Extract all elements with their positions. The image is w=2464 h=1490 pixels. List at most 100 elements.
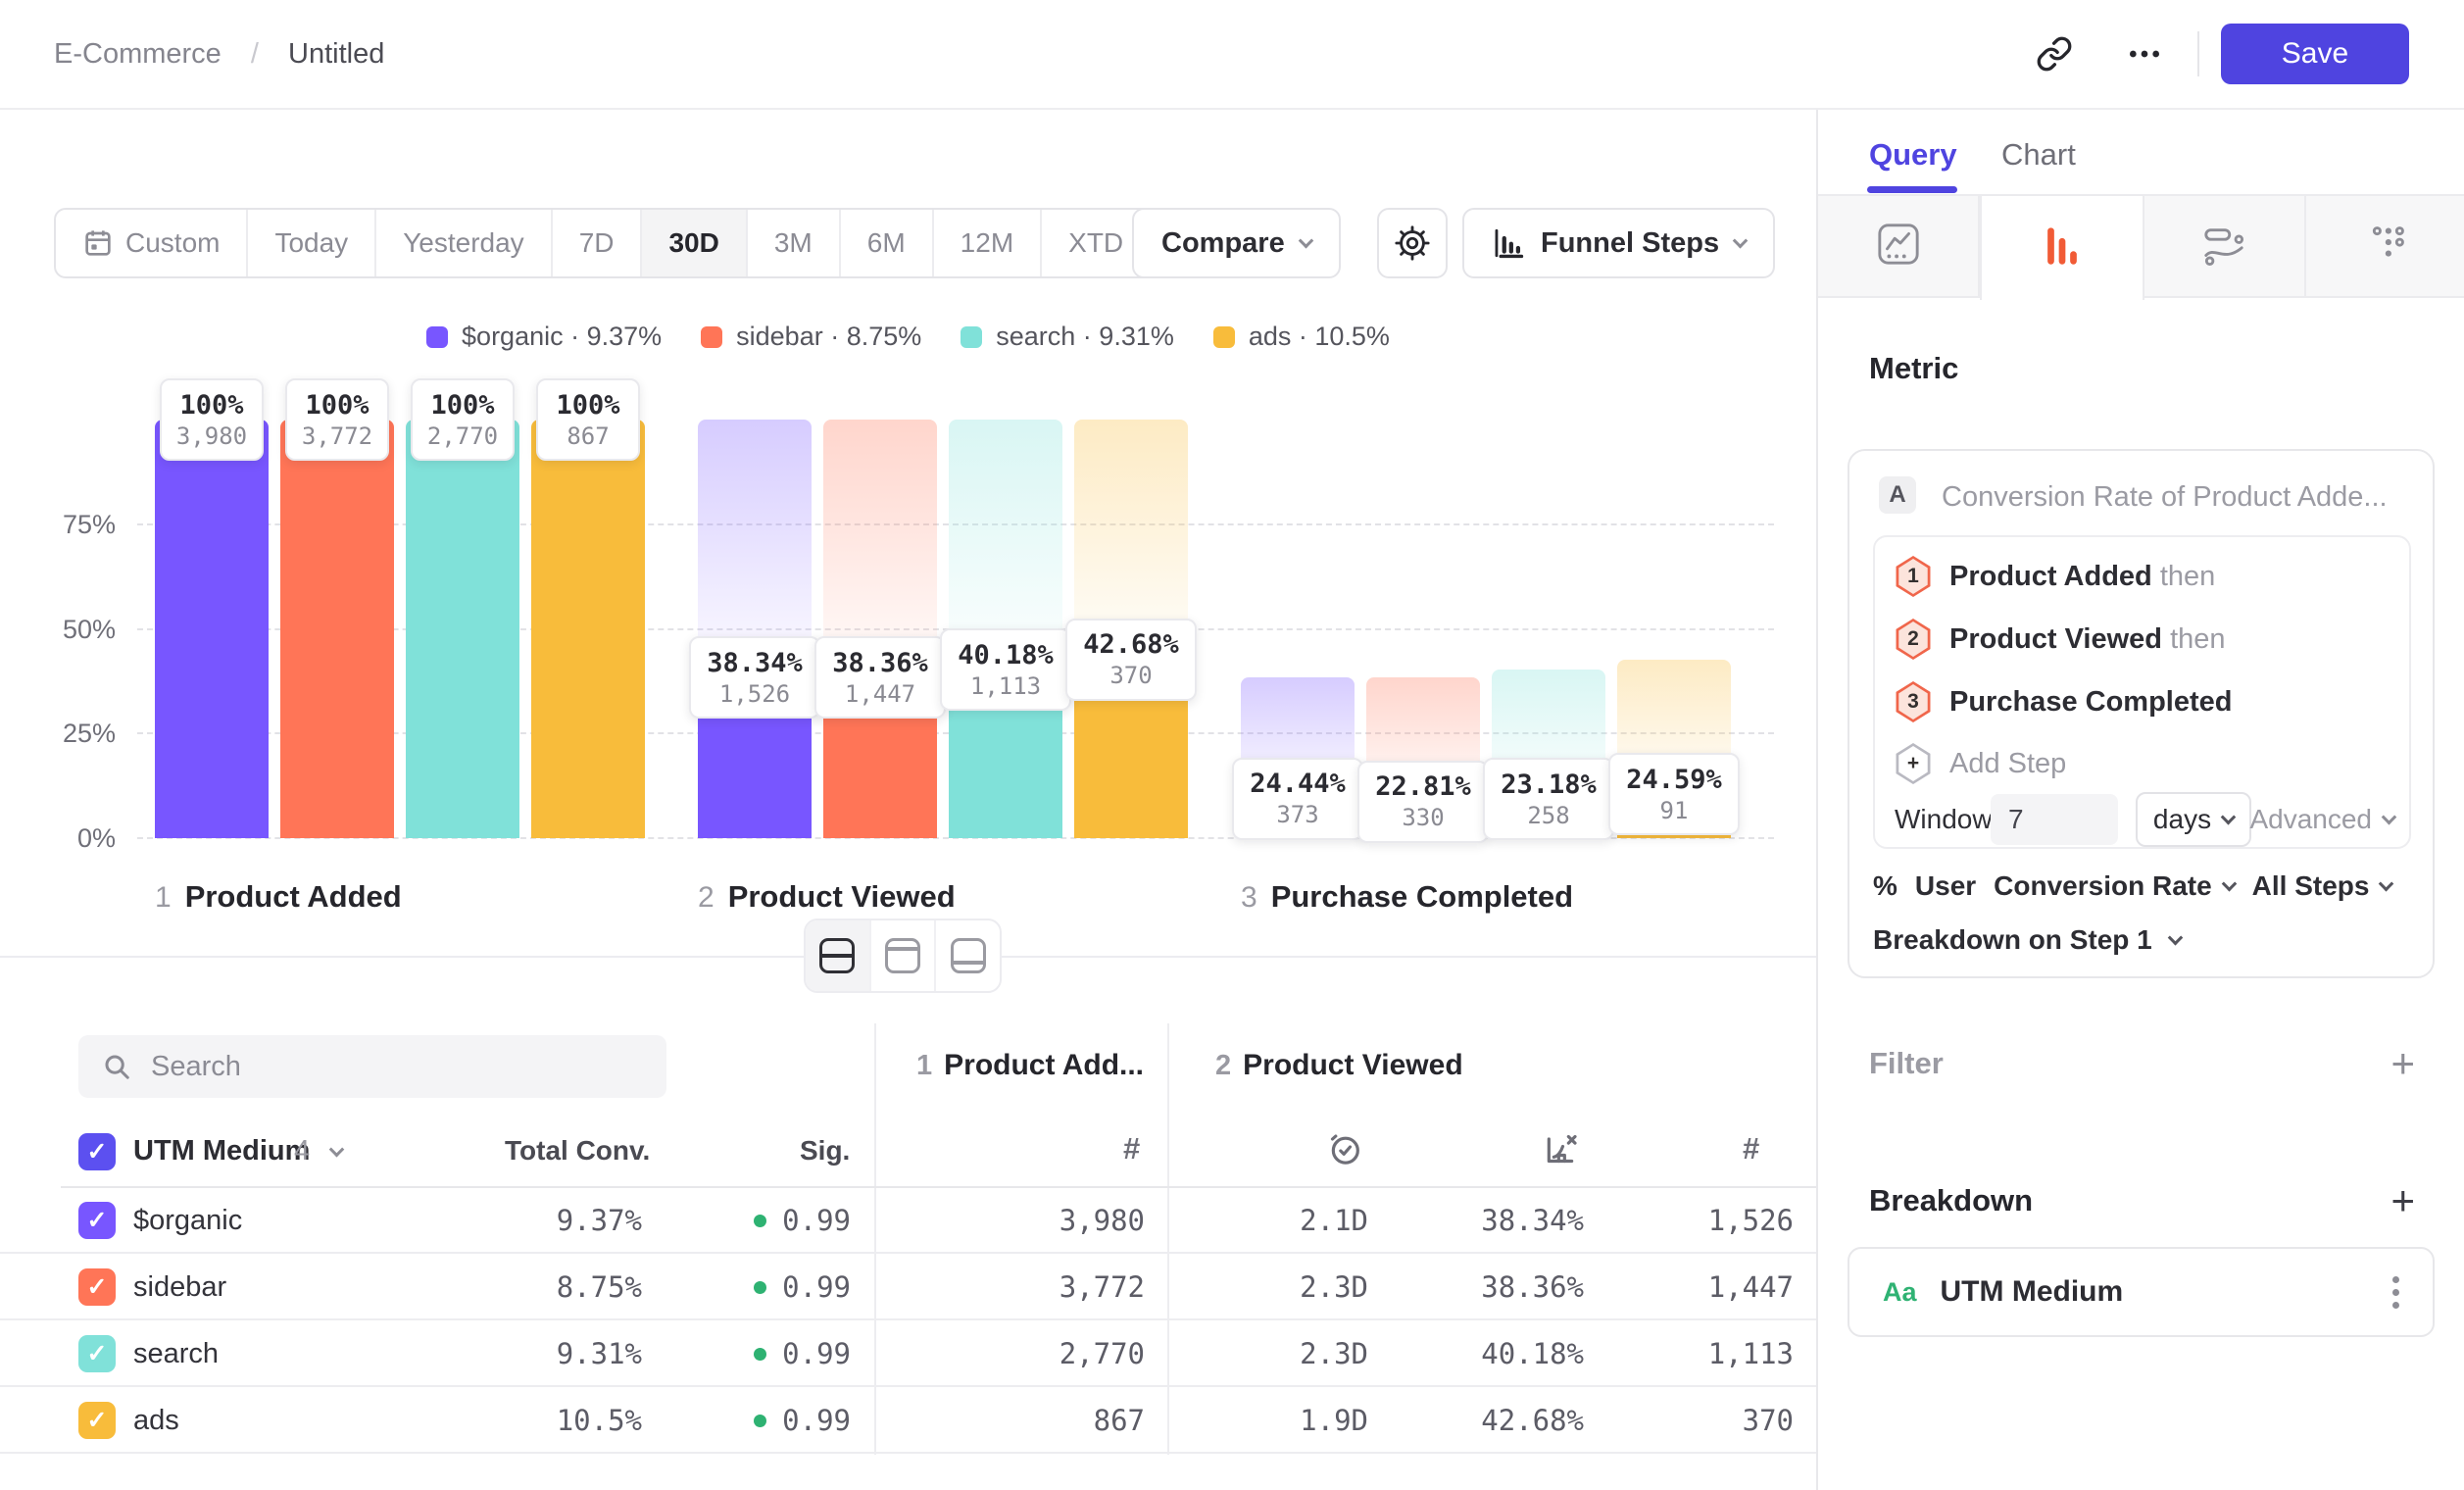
measurement-row: % User Conversion Rate All Steps — [1873, 870, 2391, 902]
chart-type-tab-retention[interactable] — [2144, 196, 2306, 296]
layout-toggle-chart-view[interactable] — [871, 920, 937, 991]
breakdown-section-label: Breakdown — [1869, 1183, 2033, 1218]
bar-count-label: 1,526 — [719, 680, 790, 708]
metric-step-row[interactable]: 1Product Added then — [1895, 545, 2215, 608]
time-to-convert-icon[interactable] — [1325, 1129, 1364, 1168]
share-link-button[interactable] — [2023, 23, 2086, 85]
step-number-hex-badge: 1 — [1895, 556, 1932, 597]
sig-value: 0.99 — [754, 1187, 851, 1254]
measure-scope-label: All Steps — [2252, 870, 2370, 902]
chart-type-tab-funnel[interactable] — [1980, 196, 2144, 300]
breadcrumb-project[interactable]: E-Commerce — [54, 38, 222, 70]
select-all-checkbox[interactable]: ✓ — [78, 1133, 116, 1170]
more-options-button[interactable] — [2113, 23, 2176, 85]
advanced-toggle[interactable]: Advanced — [2249, 804, 2394, 835]
window-unit-select[interactable]: days — [2136, 792, 2251, 847]
funnel-bar[interactable] — [531, 420, 645, 838]
tab-chart[interactable]: Chart — [2001, 137, 2076, 173]
advanced-label: Advanced — [2249, 804, 2372, 835]
count-column-icon[interactable]: # — [1743, 1131, 1759, 1167]
y-axis-tick: 75% — [8, 510, 116, 540]
step2-conv-rate: 42.68% — [1481, 1387, 1584, 1454]
grid-dots-icon — [2363, 222, 2408, 272]
bar-value-label: 24.44%373 — [1232, 758, 1363, 840]
bar-pct-label: 100% — [179, 390, 243, 421]
table-row[interactable]: ✓ads10.5%0.998671.9D42.68%370 — [0, 1387, 1816, 1454]
funnel-bar[interactable] — [280, 420, 394, 838]
table-row[interactable]: ✓$organic9.37%0.993,9802.1D38.34%1,526 — [0, 1187, 1816, 1254]
funnel-bar[interactable] — [155, 420, 269, 838]
table-row[interactable]: ✓sidebar8.75%0.993,7722.3D38.36%1,447 — [0, 1254, 1816, 1320]
tab-query[interactable]: Query — [1869, 137, 1957, 173]
search-input[interactable] — [151, 1051, 621, 1083]
add-step-button[interactable]: + Add Step — [1895, 732, 2066, 795]
table-step-column-title: 1Product Add... — [916, 1049, 1144, 1082]
chevron-down-icon[interactable] — [329, 1142, 345, 1158]
breakdown-on-row[interactable]: Breakdown on Step 1 — [1873, 924, 2181, 956]
sig-value: 0.99 — [754, 1387, 851, 1454]
count-column-icon[interactable]: # — [1123, 1131, 1140, 1167]
bar-count-label: 3,772 — [302, 422, 372, 450]
metric-step-label: Purchase Completed — [1949, 686, 2232, 719]
add-breakdown-button[interactable]: + — [2390, 1180, 2415, 1221]
breakdown-count: 4 — [294, 1135, 310, 1167]
bar-value-label: 100%3,772 — [285, 378, 389, 461]
step2-count: 1,526 — [1708, 1187, 1794, 1254]
funnel-icon — [2040, 224, 2085, 273]
bar-count-label: 867 — [567, 422, 609, 450]
table-step-column-title: 2Product Viewed — [1215, 1049, 1463, 1082]
kebab-menu-icon[interactable] — [2392, 1276, 2399, 1309]
breakdown-column-header[interactable]: UTM Medium — [133, 1135, 310, 1167]
metric-section-label: Metric — [1869, 351, 1958, 386]
table-search[interactable] — [78, 1035, 666, 1098]
metric-step-row[interactable]: 2Product Viewed then — [1895, 608, 2226, 670]
measure-entity[interactable]: User — [1915, 870, 1976, 902]
row-name: sidebar — [133, 1254, 226, 1320]
measure-metric-dropdown[interactable]: Conversion Rate — [1994, 870, 2235, 902]
row-checkbox[interactable]: ✓ — [78, 1402, 116, 1439]
chart-type-tab-insights[interactable] — [1818, 196, 1980, 296]
add-step-label: Add Step — [1949, 748, 2066, 780]
filter-section-row: Filter + — [1869, 1036, 2415, 1091]
save-button[interactable]: Save — [2221, 24, 2409, 84]
total-conv-header[interactable]: Total Conv. — [505, 1135, 650, 1167]
row-checkbox[interactable]: ✓ — [78, 1268, 116, 1306]
y-axis-tick: 25% — [8, 719, 116, 749]
total-conv-value: 9.37% — [557, 1187, 642, 1254]
table-row[interactable]: ✓search9.31%0.992,7702.3D40.18%1,113 — [0, 1320, 1816, 1387]
bar-count-label: 91 — [1660, 797, 1689, 824]
funnel-bar[interactable] — [406, 420, 519, 838]
layout-toggle-table-view[interactable] — [936, 920, 1000, 991]
significance-dot — [754, 1281, 766, 1294]
bar-value-label: 42.68%370 — [1065, 619, 1197, 701]
breadcrumb-report-title[interactable]: Untitled — [288, 38, 384, 70]
bar-pct-label: 100% — [430, 390, 494, 421]
metric-title[interactable]: Conversion Rate of Product Adde... — [1942, 481, 2388, 514]
step-number: 1 — [916, 1050, 932, 1082]
step1-count: 3,980 — [1060, 1187, 1145, 1254]
step1-count: 2,770 — [1060, 1320, 1145, 1387]
conversion-rate-column-icon[interactable] — [1541, 1129, 1580, 1168]
breakdown-item[interactable]: Aa UTM Medium — [1848, 1247, 2435, 1337]
chevron-down-icon — [2221, 809, 2237, 824]
sig-value: 0.99 — [754, 1320, 851, 1387]
step2-count: 1,447 — [1708, 1254, 1794, 1320]
bar-pct-label: 100% — [305, 390, 369, 421]
sig-header[interactable]: Sig. — [800, 1135, 850, 1167]
chart-type-tab-grid-dots[interactable] — [2306, 196, 2464, 296]
step2-conv-rate: 38.36% — [1481, 1254, 1584, 1320]
bar-count-label: 330 — [1402, 804, 1444, 831]
add-step-hex-icon: + — [1895, 743, 1932, 784]
chart-view-icon — [885, 938, 920, 973]
row-checkbox[interactable]: ✓ — [78, 1335, 116, 1372]
funnel-step-label: 2Product Viewed — [698, 879, 956, 915]
metric-step-label: Product Viewed then — [1949, 623, 2226, 656]
row-checkbox[interactable]: ✓ — [78, 1202, 116, 1239]
breakdown-on-label: Breakdown on Step 1 — [1873, 924, 2152, 956]
metric-step-row[interactable]: 3Purchase Completed — [1895, 670, 2232, 733]
add-filter-button[interactable]: + — [2390, 1043, 2415, 1084]
property-type-badge: Aa — [1883, 1277, 1917, 1308]
measure-scope-dropdown[interactable]: All Steps — [2252, 870, 2392, 902]
window-value-input[interactable] — [1991, 794, 2118, 845]
layout-toggle-split-view[interactable] — [806, 920, 871, 991]
